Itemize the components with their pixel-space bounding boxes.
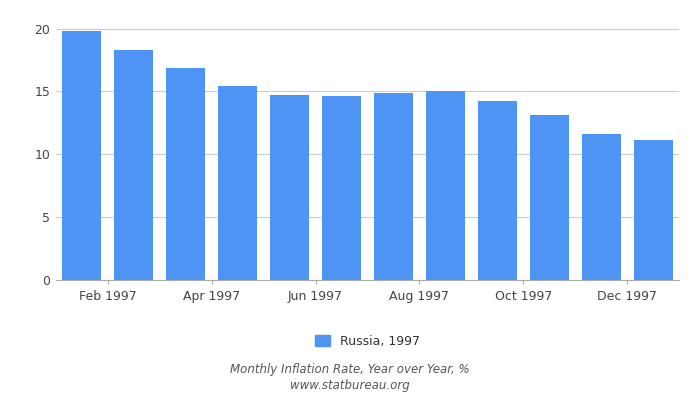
Bar	[582, 134, 621, 280]
Bar	[114, 50, 153, 280]
Bar	[374, 93, 413, 280]
Bar	[167, 68, 205, 280]
Bar	[634, 140, 673, 280]
Bar	[426, 92, 465, 280]
Bar	[62, 31, 102, 280]
Bar	[218, 86, 257, 280]
Bar	[530, 115, 568, 280]
Text: www.statbureau.org: www.statbureau.org	[290, 380, 410, 392]
Bar	[270, 95, 309, 280]
Bar	[478, 102, 517, 280]
Bar	[322, 96, 361, 280]
Text: Monthly Inflation Rate, Year over Year, %: Monthly Inflation Rate, Year over Year, …	[230, 364, 470, 376]
Legend: Russia, 1997: Russia, 1997	[310, 330, 425, 353]
